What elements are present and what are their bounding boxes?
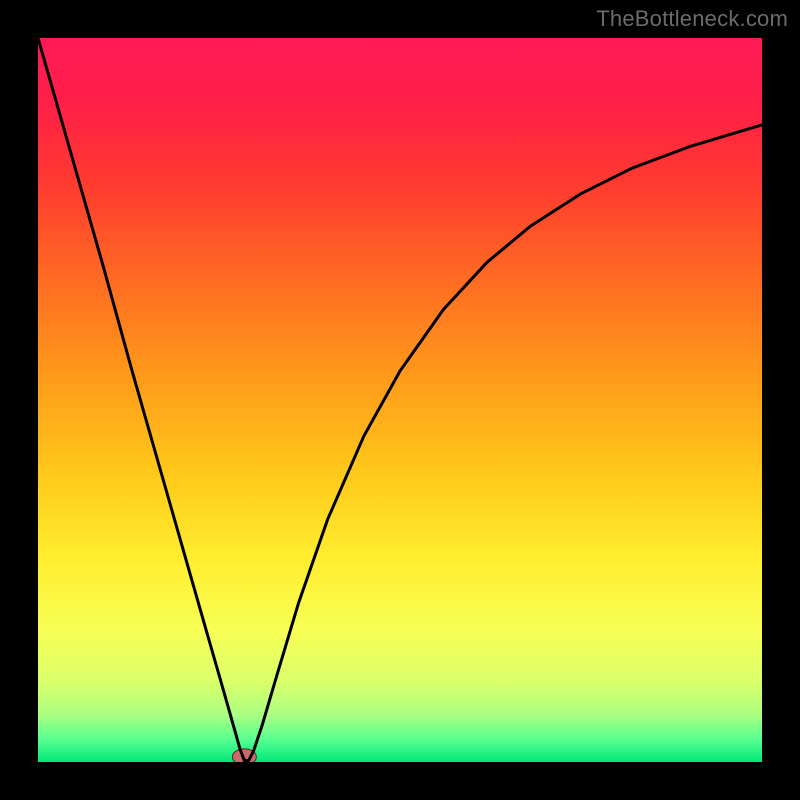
chart-container: TheBottleneck.com [0, 0, 800, 800]
plot-gradient-background [38, 38, 762, 762]
watermark-text: TheBottleneck.com [596, 6, 788, 32]
chart-svg [0, 0, 800, 800]
